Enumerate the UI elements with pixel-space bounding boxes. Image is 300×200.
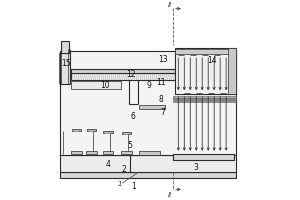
Bar	[60, 51, 70, 84]
Bar	[103, 131, 112, 133]
Text: 10: 10	[100, 81, 110, 90]
Bar	[122, 132, 131, 134]
Bar	[103, 151, 113, 154]
Bar	[60, 155, 236, 172]
Bar	[124, 134, 129, 135]
Bar	[61, 41, 69, 53]
Text: 1: 1	[131, 182, 136, 191]
Bar	[86, 151, 97, 154]
Text: 13: 13	[158, 55, 167, 64]
Bar	[60, 172, 236, 178]
Text: 9: 9	[147, 81, 152, 90]
Text: 6: 6	[131, 112, 136, 121]
Bar	[173, 98, 236, 100]
Bar	[60, 51, 236, 155]
Bar	[105, 133, 111, 134]
Text: II: II	[168, 2, 172, 8]
Text: 11: 11	[156, 78, 166, 87]
Text: 5: 5	[127, 141, 132, 150]
Bar	[72, 129, 81, 131]
Bar	[121, 151, 132, 154]
Bar	[176, 49, 236, 54]
Bar	[173, 101, 236, 102]
Bar	[71, 69, 176, 73]
Bar	[86, 129, 96, 131]
Bar	[139, 151, 160, 155]
Text: 4: 4	[106, 160, 110, 169]
Bar	[173, 154, 234, 160]
Bar	[88, 131, 94, 132]
Text: 7: 7	[160, 108, 165, 117]
Bar	[228, 48, 236, 94]
Bar	[71, 73, 176, 80]
Text: 8: 8	[158, 96, 163, 104]
Bar	[139, 105, 165, 109]
Text: II: II	[168, 192, 172, 198]
Text: 15: 15	[61, 59, 71, 68]
Text: 14: 14	[208, 56, 217, 65]
Text: 2: 2	[121, 165, 126, 174]
Text: 1: 1	[118, 181, 122, 187]
Text: 3: 3	[194, 163, 198, 172]
Bar	[173, 96, 236, 98]
Bar	[176, 48, 236, 94]
Text: 12: 12	[126, 70, 135, 79]
Bar	[71, 81, 121, 89]
Bar	[74, 131, 79, 132]
Bar	[71, 151, 82, 154]
